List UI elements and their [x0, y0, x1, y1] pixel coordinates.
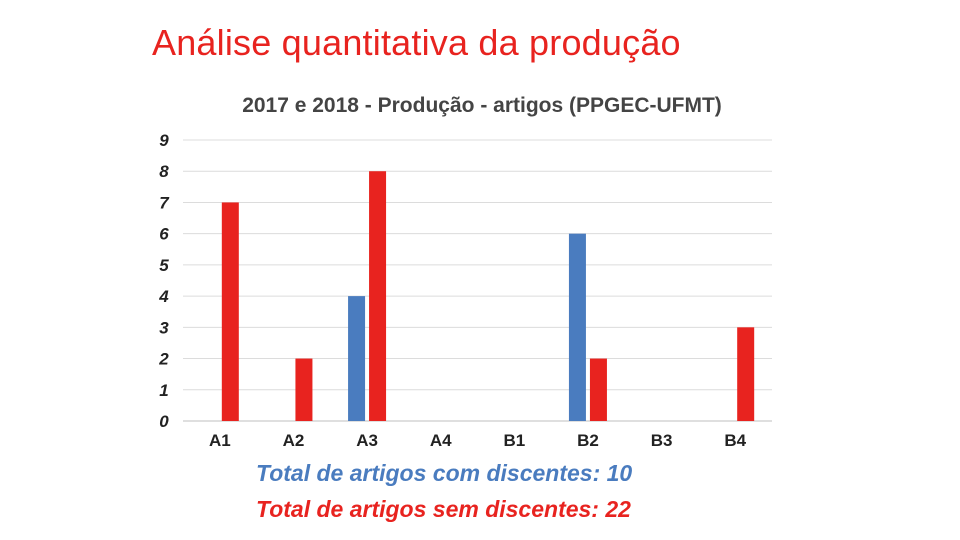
x-tick-label: B3 [651, 431, 673, 450]
summary-with-students: Total de artigos com discentes: 10 [256, 460, 633, 486]
bar-a3-series-1 [348, 296, 366, 421]
y-tick-label: 9 [159, 131, 169, 150]
bars [221, 171, 755, 421]
y-tick-label: 4 [158, 287, 169, 306]
y-tick-label: 7 [159, 193, 170, 212]
x-tick-label: B1 [503, 431, 525, 450]
bar-a2-series-2 [295, 358, 313, 421]
chart-title: 2017 e 2018 - Produção - artigos (PPGEC-… [242, 94, 722, 117]
grid-lines [183, 139, 772, 422]
summary-without-students: Total de artigos sem discentes: 22 [256, 496, 631, 522]
x-tick-label: A2 [283, 431, 305, 450]
bar-b4-series-2 [737, 327, 755, 421]
y-tick-label: 1 [159, 381, 168, 400]
bar-a1-series-2 [221, 202, 239, 421]
x-tick-label: B4 [724, 431, 746, 450]
y-tick-label: 6 [159, 225, 169, 244]
bar-a3-series-2 [369, 171, 387, 421]
y-tick-label: 5 [159, 256, 169, 275]
x-tick-label: B2 [577, 431, 599, 450]
x-tick-label: A3 [356, 431, 378, 450]
y-tick-label: 8 [159, 162, 169, 181]
x-axis-ticks: A1 A2 A3 A4 B1 B2 B3 B4 [209, 431, 747, 450]
bar-b2-series-2 [589, 358, 607, 421]
y-tick-label: 0 [159, 412, 169, 431]
x-tick-label: A4 [430, 431, 452, 450]
y-tick-label: 2 [158, 350, 169, 369]
y-tick-label: 3 [159, 318, 169, 337]
slide-title: Análise quantitativa da produção [152, 22, 681, 63]
x-tick-label: A1 [209, 431, 231, 450]
bar-b2-series-1 [568, 233, 586, 421]
y-axis-ticks: 0 1 2 3 4 5 6 7 8 9 [158, 131, 170, 431]
